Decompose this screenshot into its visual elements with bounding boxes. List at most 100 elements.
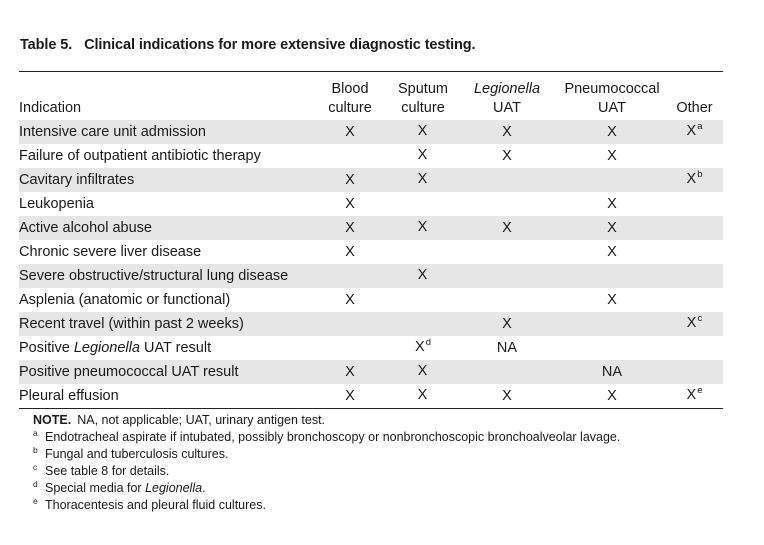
legionella-uat-cell: X <box>456 120 558 144</box>
sputum-culture-cell: X <box>390 120 456 144</box>
footnote-mark: b <box>697 169 703 180</box>
pneumococcal-uat-cell: X <box>607 196 617 212</box>
pneumococcal-uat-cell <box>558 168 666 192</box>
footnote-e: e Thoracentesis and pleural fluid culture… <box>33 496 620 514</box>
indication-cell: Pleural effusion <box>19 388 119 404</box>
legionella-uat-cell: X <box>502 388 512 404</box>
sputum-culture-cell <box>390 288 456 312</box>
indication-cell: Positive pneumococcal UAT result <box>19 360 310 384</box>
footnote-d: d Special media for Legionella. <box>33 479 620 497</box>
pneumococcal-uat-cell <box>558 264 666 288</box>
sputum-culture-cell: X <box>417 147 428 163</box>
legionella-uat-cell <box>456 192 558 216</box>
pneumococcal-uat-cell: NA <box>558 360 666 384</box>
pneumococcal-uat-cell: X <box>607 388 617 404</box>
table-container: Indication Blood culture Sputum culture Le… <box>19 71 723 409</box>
table-row: Intensive care unit admission X X X X Xa <box>19 120 723 144</box>
other-cell <box>666 240 723 264</box>
other-cell <box>666 264 723 288</box>
table-row: Active alcohol abuse X X X X <box>19 216 723 240</box>
footnote-mark: d <box>425 337 431 348</box>
blood-culture-cell <box>310 264 390 288</box>
other-cell <box>666 360 723 384</box>
table-row: Pleural effusion X X X X Xe <box>19 384 723 408</box>
footnote-mark: e <box>697 385 703 396</box>
legionella-uat-cell: X <box>456 312 558 336</box>
table-title: Clinical indications for more extensive … <box>84 37 476 53</box>
col-header-pneumococcal-uat: Pneumococcal UAT <box>564 81 660 116</box>
other-cell <box>666 192 723 216</box>
blood-culture-cell: X <box>310 120 390 144</box>
pneumococcal-uat-cell: X <box>607 148 617 164</box>
col-header-other: Other <box>676 100 713 116</box>
other-cell: Xc <box>666 312 723 336</box>
blood-culture-cell: X <box>345 244 355 260</box>
blood-culture-cell: X <box>345 196 355 212</box>
other-cell: Xa <box>666 120 723 144</box>
legionella-uat-cell <box>456 240 558 264</box>
table-row: Severe obstructive/structural lung disea… <box>19 264 723 288</box>
footnote-mark: a <box>33 427 38 438</box>
footnote-mark: c <box>697 313 703 324</box>
col-header-legionella-uat: Legionella UAT <box>473 81 541 116</box>
indication-cell: Severe obstructive/structural lung disea… <box>19 264 310 288</box>
footnote-mark: e <box>33 495 38 506</box>
sputum-culture-cell: Xd <box>415 337 431 355</box>
legionella-uat-cell <box>456 360 558 384</box>
indication-cell: Active alcohol abuse <box>19 216 310 240</box>
other-cell: Xe <box>686 385 703 403</box>
footnote-mark: a <box>697 121 703 132</box>
footnote-c: c See table 8 for details. <box>33 462 620 480</box>
other-cell <box>666 144 723 168</box>
table-row: Cavitary infiltrates X X Xb <box>19 168 723 192</box>
indication-cell: Failure of outpatient antibiotic therapy <box>19 148 261 164</box>
sputum-culture-cell: X <box>390 264 456 288</box>
table-label: Table 5. <box>20 37 73 53</box>
legionella-uat-cell: X <box>456 216 558 240</box>
indication-cell: Intensive care unit admission <box>19 120 310 144</box>
footnote-mark: b <box>33 444 38 455</box>
other-cell <box>666 216 723 240</box>
blood-culture-cell: X <box>310 216 390 240</box>
sputum-culture-cell <box>390 240 456 264</box>
col-header-indication: Indication <box>19 100 82 116</box>
footnote-a: a Endotracheal aspirate if intubated, pos… <box>33 428 620 446</box>
table-row: Failure of outpatient antibiotic therapy… <box>19 144 723 168</box>
other-cell <box>666 336 723 360</box>
footnote-mark: d <box>33 478 38 489</box>
indications-table: Indication Blood culture Sputum culture Le… <box>19 72 723 408</box>
indication-cell: Asplenia (anatomic or functional) <box>19 292 231 308</box>
other-cell: Xb <box>666 168 723 192</box>
legionella-uat-cell <box>456 264 558 288</box>
blood-culture-cell <box>310 144 390 168</box>
blood-culture-cell: X <box>310 168 390 192</box>
table-row: Leukopenia X X <box>19 192 723 216</box>
indication-cell: Recent travel (within past 2 weeks) <box>19 312 310 336</box>
pneumococcal-uat-cell: X <box>558 120 666 144</box>
bottom-rule <box>19 408 723 409</box>
blood-culture-cell: X <box>345 388 355 404</box>
pneumococcal-uat-cell <box>558 312 666 336</box>
sputum-culture-cell: X <box>390 360 456 384</box>
blood-culture-cell: X <box>345 292 355 308</box>
table-row: Chronic severe liver disease X X <box>19 240 723 264</box>
legionella-uat-cell <box>456 288 558 312</box>
table-row: Positive pneumococcal UAT result X X NA <box>19 360 723 384</box>
pneumococcal-uat-cell: X <box>607 292 617 308</box>
footnotes: a Endotracheal aspirate if intubated, pos… <box>33 428 620 514</box>
pneumococcal-uat-cell: X <box>607 244 617 260</box>
top-rule <box>19 71 723 72</box>
header-row: Indication Blood culture Sputum culture Le… <box>19 72 723 120</box>
other-cell <box>666 288 723 312</box>
footnote-mark: c <box>33 461 38 472</box>
table-row: Recent travel (within past 2 weeks) X Xc <box>19 312 723 336</box>
legionella-uat-cell: NA <box>496 340 518 356</box>
indication-cell: Chronic severe liver disease <box>19 244 202 260</box>
sputum-culture-cell <box>390 192 456 216</box>
indication-cell: Leukopenia <box>19 196 94 212</box>
table-caption: Table 5. Clinical indications for more ex… <box>20 37 476 53</box>
col-header-sputum-culture: Sputum culture <box>398 81 448 116</box>
blood-culture-cell: X <box>310 360 390 384</box>
indication-cell: Cavitary infiltrates <box>19 168 310 192</box>
sputum-culture-cell: X <box>390 216 456 240</box>
